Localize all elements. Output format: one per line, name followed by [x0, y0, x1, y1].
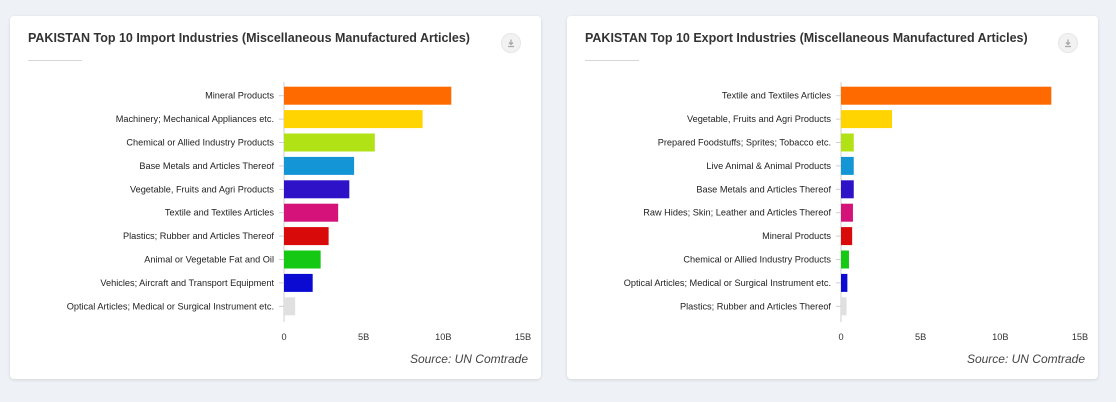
- bar[interactable]: [284, 227, 329, 246]
- bar[interactable]: [284, 156, 355, 175]
- category-label: Base Metals and Articles Thereof: [696, 184, 831, 194]
- chart-title: PAKISTAN Top 10 Export Industries (Misce…: [585, 31, 1028, 45]
- title-underline: [585, 60, 639, 61]
- download-button[interactable]: [501, 33, 521, 53]
- category-label: Animal or Vegetable Fat and Oil: [144, 255, 274, 265]
- import-bar-chart: Mineral Products Machinery; Mechanical Ap…: [67, 82, 531, 342]
- category-label: Textile and Textiles Articles: [722, 91, 832, 101]
- download-icon: [508, 39, 514, 48]
- bar[interactable]: [841, 227, 853, 246]
- x-tick-label: 0: [838, 332, 843, 342]
- bar[interactable]: [284, 273, 313, 292]
- category-label: Live Animal & Animal Products: [706, 161, 831, 171]
- x-tick-label: 5B: [915, 332, 926, 342]
- x-tick-label: 0: [281, 332, 286, 342]
- category-label: Vehicles; Aircraft and Transport Equipme…: [100, 278, 274, 288]
- bar[interactable]: [284, 203, 339, 222]
- chart-title: PAKISTAN Top 10 Import Industries (Misce…: [28, 31, 470, 45]
- export-bar-chart: Textile and Textiles Articles Vegetable, …: [624, 82, 1088, 342]
- title-underline: [28, 60, 82, 61]
- bar[interactable]: [841, 180, 854, 199]
- bar[interactable]: [284, 180, 350, 199]
- source-note: Source: UN Comtrade: [966, 352, 1085, 366]
- bar[interactable]: [841, 203, 853, 222]
- bar[interactable]: [841, 250, 849, 269]
- category-label: Machinery; Mechanical Appliances etc.: [116, 114, 274, 124]
- source-note: Source: UN Comtrade: [409, 352, 528, 366]
- bar[interactable]: [284, 250, 321, 269]
- bar[interactable]: [841, 297, 847, 316]
- download-icon: [1065, 39, 1071, 48]
- category-label: Mineral Products: [205, 91, 274, 101]
- x-tick-label: 10B: [435, 332, 451, 342]
- category-label: Vegetable, Fruits and Agri Products: [687, 114, 831, 124]
- category-label: Optical Articles; Medical or Surgical In…: [624, 278, 831, 288]
- import-chart-card: PAKISTAN Top 10 Import Industries (Misce…: [10, 16, 541, 379]
- download-button[interactable]: [1058, 33, 1078, 53]
- bar[interactable]: [284, 110, 423, 129]
- bar[interactable]: [284, 297, 296, 316]
- category-label: Chemical or Allied Industry Products: [126, 138, 274, 148]
- x-tick-label: 5B: [358, 332, 369, 342]
- bar[interactable]: [841, 86, 1052, 105]
- bar[interactable]: [841, 273, 848, 292]
- bar[interactable]: [841, 133, 854, 152]
- x-tick-label: 15B: [515, 332, 531, 342]
- category-label: Chemical or Allied Industry Products: [683, 255, 831, 265]
- bar[interactable]: [841, 110, 892, 129]
- category-label: Plastics; Rubber and Articles Thereof: [680, 301, 831, 311]
- category-label: Plastics; Rubber and Articles Thereof: [123, 231, 274, 241]
- category-label: Prepared Foodstuffs; Sprites; Tobacco et…: [658, 138, 831, 148]
- category-label: Mineral Products: [762, 231, 831, 241]
- category-label: Base Metals and Articles Thereof: [139, 161, 274, 171]
- x-tick-label: 10B: [992, 332, 1008, 342]
- bar[interactable]: [284, 133, 375, 152]
- category-label: Vegetable, Fruits and Agri Products: [130, 184, 274, 194]
- x-tick-label: 15B: [1072, 332, 1088, 342]
- export-chart-card: PAKISTAN Top 10 Export Industries (Misce…: [567, 16, 1098, 379]
- category-label: Optical Articles; Medical or Surgical In…: [67, 301, 274, 311]
- bar[interactable]: [284, 86, 452, 105]
- category-label: Textile and Textiles Articles: [165, 208, 275, 218]
- bar[interactable]: [841, 156, 854, 175]
- category-label: Raw Hides; Skin; Leather and Articles Th…: [643, 208, 831, 218]
